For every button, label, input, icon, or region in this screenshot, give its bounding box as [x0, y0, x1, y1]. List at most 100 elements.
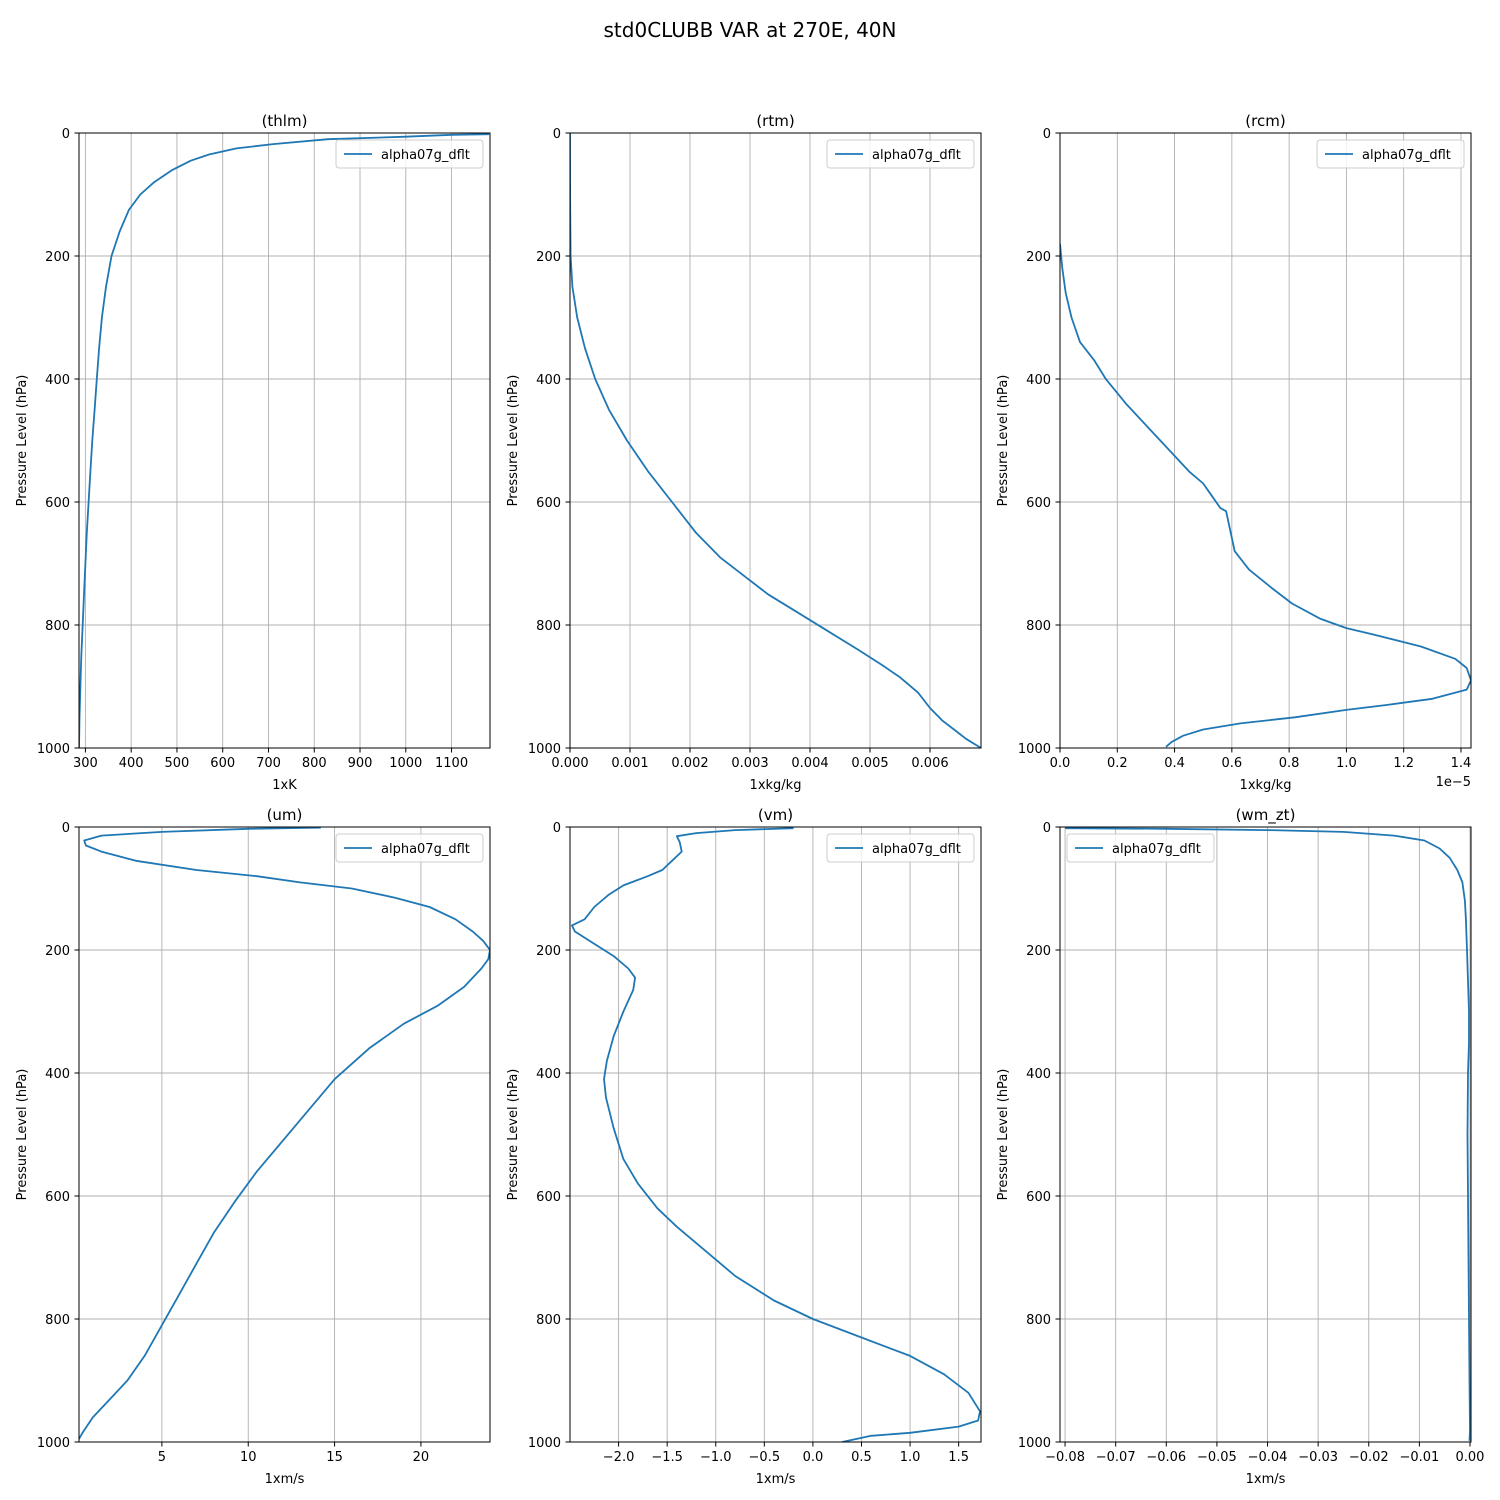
subplot-title: (um) [267, 806, 303, 824]
y-tick-label: 0 [1043, 127, 1051, 142]
x-tick-label: 0.003 [731, 756, 768, 771]
x-tick-label: 900 [348, 756, 373, 771]
legend: alpha07g_dflt [1066, 833, 1215, 863]
y-tick-label: 1000 [1018, 742, 1051, 757]
y-tick-label: 0 [553, 821, 561, 836]
x-tick-label: 0.4 [1164, 756, 1185, 771]
y-tick-label: 800 [536, 619, 561, 634]
subplot-um: 5 10 15 2002004006008001000(um)1xm/sPressur… [15, 806, 491, 1487]
x-tick-label: −0.07 [1096, 1450, 1136, 1465]
x-tick-label: −0.01 [1399, 1450, 1439, 1465]
y-tick-label: 600 [536, 496, 561, 511]
y-tick-label: 0 [62, 127, 70, 142]
x-tick-label: 1.2 [1393, 756, 1414, 771]
y-tick-label: 0 [553, 127, 561, 142]
y-tick-label: 400 [1026, 1067, 1051, 1082]
y-axis-label: Pressure Level (hPa) [506, 1069, 521, 1201]
y-axis-label: Pressure Level (hPa) [996, 1069, 1011, 1201]
subplot-vm: −2.0 −1.5 −1.0 −0.5 0.0 0.5 1.0 1.5 0 200 400 600 80… [506, 806, 982, 1487]
x-axis-label: 1xm/s [1246, 1472, 1286, 1487]
x-tick-label: 400 [119, 756, 144, 771]
x-tick-label: −0.02 [1349, 1450, 1389, 1465]
legend-box [826, 833, 975, 863]
y-tick-label: 1000 [528, 1436, 561, 1451]
x-axis-label: 1xK [272, 778, 297, 793]
legend: alpha07g_dflt [826, 139, 975, 169]
axes-frame [1059, 132, 1472, 749]
y-tick-label: 200 [45, 944, 70, 959]
x-tick-label: 1.4 [1451, 756, 1472, 771]
y-tick-label: 400 [45, 1067, 70, 1082]
x-tick-label: 0.005 [851, 756, 888, 771]
x-tick-label: 0.8 [1279, 756, 1300, 771]
x-tick-label: 0.004 [791, 756, 828, 771]
subplot-title: (wm_zt) [1236, 806, 1296, 825]
legend-box [826, 139, 975, 169]
x-tick-label: 1100 [435, 756, 468, 771]
y-tick-label: 400 [536, 1067, 561, 1082]
subplot-thlm: 300 400 500 600 700 800 900 1000 1100 0 200 400 600 8… [15, 112, 491, 793]
x-tick-label: 0.000 [551, 756, 588, 771]
x-tick-label: 0.0 [1050, 756, 1071, 771]
axes-frame [78, 826, 491, 1443]
y-axis-label: Pressure Level (hPa) [996, 375, 1011, 507]
x-axis-label: 1xm/s [756, 1472, 796, 1487]
x-tick-label: −0.04 [1248, 1450, 1288, 1465]
y-tick-label: 200 [1026, 250, 1051, 265]
x-offset-label: 1e−5 [1436, 775, 1471, 790]
x-tick-label: 300 [73, 756, 98, 771]
y-tick-label: 800 [45, 619, 70, 634]
legend: alpha07g_dflt [1316, 139, 1465, 169]
x-tick-label: 5 [158, 1450, 166, 1465]
x-tick-label: −0.05 [1197, 1450, 1237, 1465]
y-axis-label: Pressure Level (hPa) [15, 1069, 30, 1201]
legend-label: alpha07g_dflt [1362, 148, 1451, 163]
y-tick-label: 600 [45, 496, 70, 511]
x-tick-label: 15 [326, 1450, 343, 1465]
x-tick-label: 1.0 [900, 1450, 921, 1465]
y-tick-label: 200 [536, 944, 561, 959]
legend-label: alpha07g_dflt [872, 842, 961, 857]
legend-box [335, 833, 484, 863]
x-tick-label: 0.001 [611, 756, 648, 771]
subplot-rtm: 0.000 0.001 0.002 0.003 0.004 0.005 0.006 0 200 4… [506, 112, 982, 793]
x-tick-label: −1.0 [700, 1450, 732, 1465]
legend: alpha07g_dflt [335, 833, 484, 863]
y-tick-label: 400 [1026, 373, 1051, 388]
y-tick-label: 800 [45, 1313, 70, 1328]
series-line [1065, 827, 1471, 1441]
legend-box [335, 139, 484, 169]
legend: alpha07g_dflt [826, 833, 975, 863]
x-axis-label: 1xkg/kg [1240, 778, 1292, 793]
legend-label: alpha07g_dflt [381, 842, 470, 857]
x-axis-label: 1xm/s [265, 1472, 305, 1487]
y-tick-label: 1000 [528, 742, 561, 757]
y-tick-label: 0 [1043, 821, 1051, 836]
y-tick-label: 400 [45, 373, 70, 388]
y-tick-label: 800 [536, 1313, 561, 1328]
legend-label: alpha07g_dflt [1112, 842, 1201, 857]
y-tick-label: 200 [1026, 944, 1051, 959]
subplot-rcm: 0.0 0.2 0.4 0.6 0.8 1.0 1.2 1.4 0 200 400 600 800 100… [996, 112, 1472, 793]
x-tick-label: −0.06 [1146, 1450, 1186, 1465]
y-tick-label: 800 [1026, 1313, 1051, 1328]
x-tick-label: 0.006 [911, 756, 948, 771]
x-tick-label: 800 [302, 756, 327, 771]
legend-label: alpha07g_dflt [381, 148, 470, 163]
x-tick-label: 700 [256, 756, 281, 771]
subplot-wm_zt: −0.08 −0.07 −0.06 −0.05 −0.04 −0.03 −0.02 −0.01… [996, 806, 1484, 1487]
x-tick-label: −2.0 [603, 1450, 635, 1465]
y-tick-label: 400 [536, 373, 561, 388]
subplot-title: (thlm) [262, 112, 308, 130]
y-axis-label: Pressure Level (hPa) [15, 375, 30, 507]
x-tick-label: 1.5 [948, 1450, 969, 1465]
y-tick-label: 0 [62, 821, 70, 836]
x-tick-label: 0.002 [671, 756, 708, 771]
y-tick-label: 200 [45, 250, 70, 265]
x-tick-label: 10 [240, 1450, 257, 1465]
x-tick-label: −0.5 [749, 1450, 781, 1465]
x-tick-label: 0.5 [851, 1450, 872, 1465]
y-tick-label: 600 [536, 1190, 561, 1205]
x-axis-label: 1xkg/kg [750, 778, 802, 793]
